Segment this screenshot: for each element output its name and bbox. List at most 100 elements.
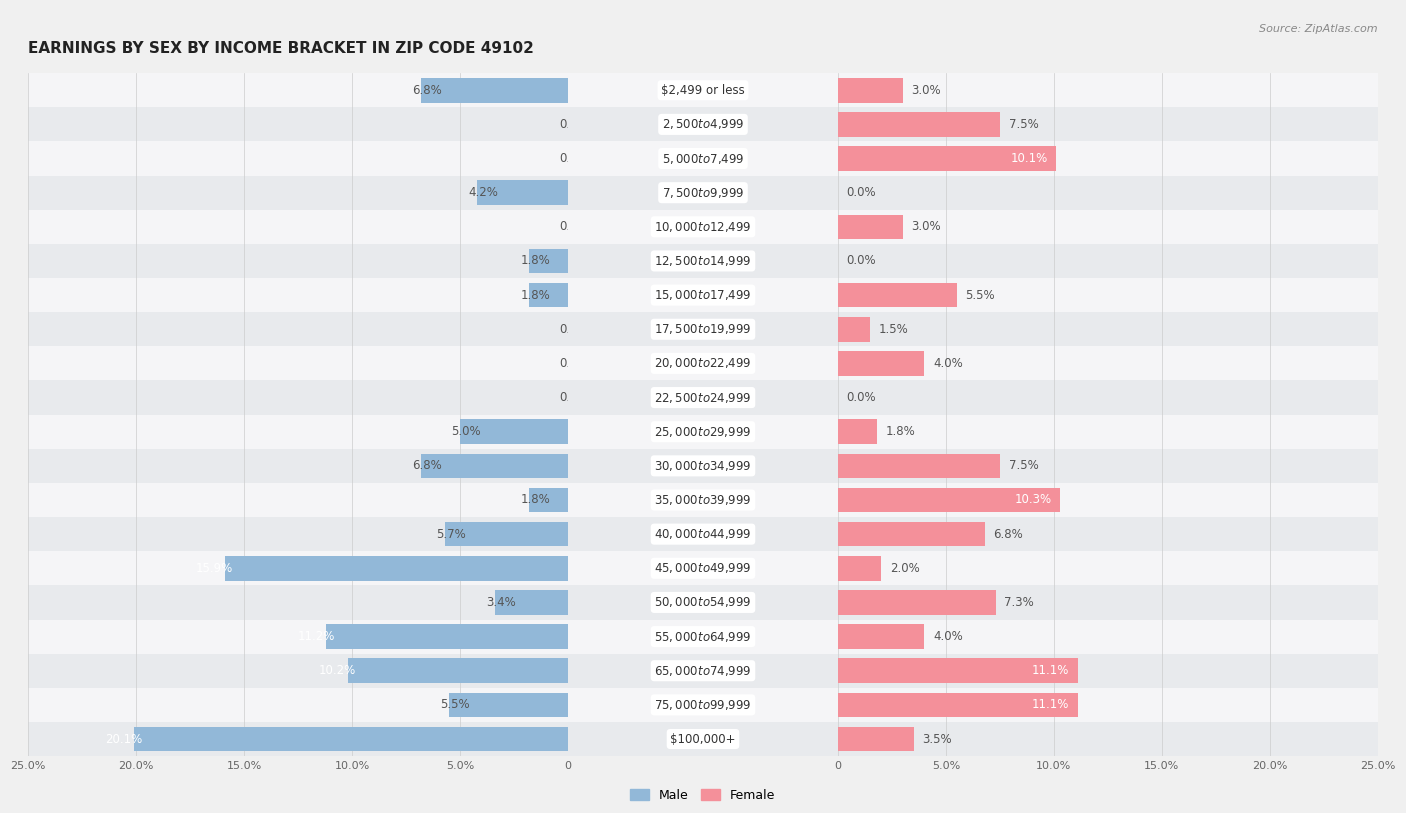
Text: $2,500 to $4,999: $2,500 to $4,999 <box>662 117 744 132</box>
Text: 0.0%: 0.0% <box>560 152 589 165</box>
Bar <box>0 107 1406 141</box>
Bar <box>0 517 1406 551</box>
Bar <box>0 483 1406 517</box>
Text: $75,000 to $99,999: $75,000 to $99,999 <box>654 698 752 712</box>
Bar <box>0 415 1406 449</box>
Bar <box>838 556 882 580</box>
Text: 10.2%: 10.2% <box>319 664 356 677</box>
Text: $50,000 to $54,999: $50,000 to $54,999 <box>654 595 752 610</box>
Text: 3.5%: 3.5% <box>922 733 952 746</box>
Bar <box>0 73 1406 107</box>
Text: 1.5%: 1.5% <box>879 323 908 336</box>
Bar <box>422 78 568 102</box>
Bar <box>460 420 568 444</box>
Bar <box>0 176 1406 210</box>
Text: $25,000 to $29,999: $25,000 to $29,999 <box>654 424 752 439</box>
Text: $2,499 or less: $2,499 or less <box>661 84 745 97</box>
Bar <box>0 346 1406 380</box>
Bar <box>0 449 1406 483</box>
Bar <box>529 249 568 273</box>
Bar <box>0 141 1406 176</box>
Bar <box>495 590 568 615</box>
Bar <box>0 244 1406 278</box>
Text: 4.0%: 4.0% <box>934 357 963 370</box>
Bar <box>529 283 568 307</box>
Text: $40,000 to $44,999: $40,000 to $44,999 <box>654 527 752 541</box>
Text: 1.8%: 1.8% <box>520 254 550 267</box>
Text: 1.8%: 1.8% <box>520 493 550 506</box>
Text: 0.0%: 0.0% <box>846 186 876 199</box>
Text: 15.9%: 15.9% <box>195 562 233 575</box>
Bar <box>838 215 903 239</box>
Text: $17,500 to $19,999: $17,500 to $19,999 <box>654 322 752 337</box>
Bar <box>0 620 1406 654</box>
Bar <box>0 722 1406 756</box>
Bar <box>0 244 1406 278</box>
Bar <box>0 278 1406 312</box>
Text: 11.1%: 11.1% <box>1032 698 1069 711</box>
Text: 11.1%: 11.1% <box>1032 664 1069 677</box>
Bar <box>0 346 1406 380</box>
Bar <box>0 312 1406 346</box>
Bar <box>838 317 870 341</box>
Bar <box>0 380 1406 415</box>
Bar <box>838 727 914 751</box>
Text: 6.8%: 6.8% <box>412 84 443 97</box>
Bar <box>0 551 1406 585</box>
Bar <box>0 244 1406 278</box>
Text: 6.8%: 6.8% <box>412 459 443 472</box>
Bar <box>0 517 1406 551</box>
Text: 11.2%: 11.2% <box>298 630 335 643</box>
Text: 5.5%: 5.5% <box>966 289 995 302</box>
Text: 6.8%: 6.8% <box>994 528 1024 541</box>
Bar <box>0 346 1406 380</box>
Text: 0.0%: 0.0% <box>560 323 589 336</box>
Text: $55,000 to $64,999: $55,000 to $64,999 <box>654 629 752 644</box>
Text: 20.1%: 20.1% <box>105 733 142 746</box>
Text: 0.0%: 0.0% <box>560 357 589 370</box>
Bar <box>422 454 568 478</box>
Text: 0.0%: 0.0% <box>846 391 876 404</box>
Bar <box>0 380 1406 415</box>
Bar <box>838 351 924 376</box>
Bar <box>0 620 1406 654</box>
Bar <box>0 688 1406 722</box>
Bar <box>0 585 1406 620</box>
Bar <box>0 688 1406 722</box>
Text: $12,500 to $14,999: $12,500 to $14,999 <box>654 254 752 268</box>
Bar <box>0 141 1406 176</box>
Bar <box>0 483 1406 517</box>
Bar <box>0 107 1406 141</box>
Text: Source: ZipAtlas.com: Source: ZipAtlas.com <box>1260 24 1378 34</box>
Bar <box>0 449 1406 483</box>
Bar <box>0 141 1406 176</box>
Text: $22,500 to $24,999: $22,500 to $24,999 <box>654 390 752 405</box>
Text: 2.0%: 2.0% <box>890 562 920 575</box>
Bar <box>838 488 1060 512</box>
Bar <box>0 551 1406 585</box>
Bar <box>0 210 1406 244</box>
Bar <box>838 283 956 307</box>
Text: 10.1%: 10.1% <box>1010 152 1047 165</box>
Bar <box>477 180 568 205</box>
Bar <box>0 415 1406 449</box>
Bar <box>0 278 1406 312</box>
Bar <box>0 312 1406 346</box>
Text: 5.7%: 5.7% <box>436 528 465 541</box>
Bar <box>444 522 568 546</box>
Bar <box>0 210 1406 244</box>
Text: 0.0%: 0.0% <box>560 391 589 404</box>
Text: $45,000 to $49,999: $45,000 to $49,999 <box>654 561 752 576</box>
Text: 7.5%: 7.5% <box>1008 118 1039 131</box>
Bar <box>0 654 1406 688</box>
Bar <box>838 522 984 546</box>
Bar <box>0 312 1406 346</box>
Bar <box>838 146 1056 171</box>
Bar <box>529 488 568 512</box>
Bar <box>838 454 1000 478</box>
Bar <box>838 78 903 102</box>
Text: $15,000 to $17,499: $15,000 to $17,499 <box>654 288 752 302</box>
Bar <box>0 620 1406 654</box>
Bar <box>0 73 1406 107</box>
Text: $35,000 to $39,999: $35,000 to $39,999 <box>654 493 752 507</box>
